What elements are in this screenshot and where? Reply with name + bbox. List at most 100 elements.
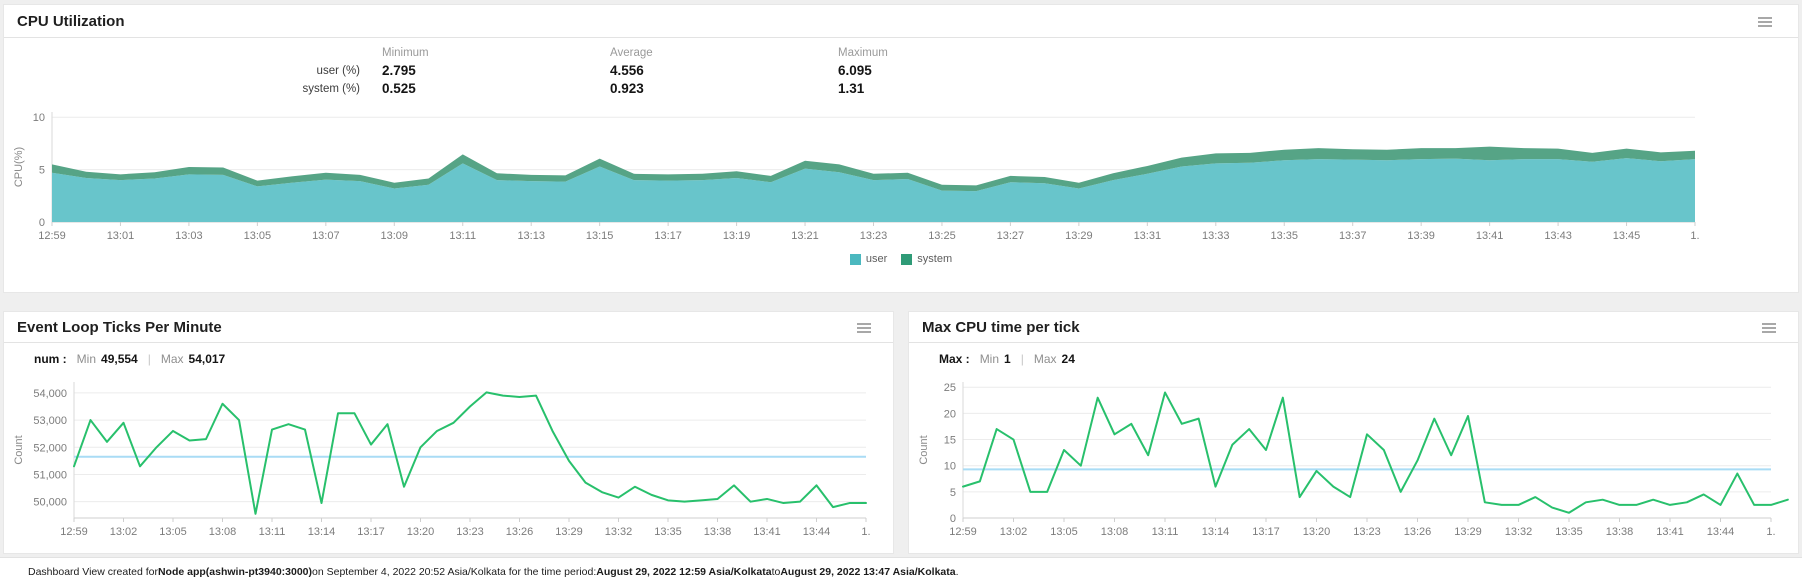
panel-cpu-utilization: CPU Utilization Minimum Average Maximum use… bbox=[3, 4, 1799, 293]
x-tick-label: 13:29 bbox=[1065, 230, 1093, 242]
event-loop-panel-title: Event Loop Ticks Per Minute bbox=[17, 319, 222, 336]
x-tick-label: 13:05 bbox=[159, 526, 187, 538]
footer-segment: on September 4, 2022 20:52 Asia/Kolkata … bbox=[312, 566, 597, 578]
cpu-utilization-chart[interactable]: 0 5 10 12:59 13:01 13:03 13:05 13:07 13:09 13:11 1… bbox=[10, 100, 1790, 252]
y-axis-title: CPU(%) bbox=[13, 147, 25, 187]
stats-column-header: Maximum bbox=[838, 47, 888, 59]
line-series-num bbox=[73, 391, 867, 515]
footer-note: Dashboard View created for Node app(ashw… bbox=[0, 557, 1802, 586]
stats-column-header: Minimum bbox=[382, 47, 429, 59]
x-tick-label: 13:08 bbox=[209, 526, 237, 538]
x-tick-label: 13:07 bbox=[312, 230, 340, 242]
stats-row-label: system (%) bbox=[302, 83, 361, 95]
stats-row-label: user (%) bbox=[316, 65, 360, 77]
y-tick-label: 52,000 bbox=[33, 442, 67, 454]
x-tick-label: 1. bbox=[1766, 526, 1775, 538]
x-tick-label: 13:27 bbox=[997, 230, 1025, 242]
y-tick-label: 25 bbox=[944, 382, 956, 394]
y-tick-label: 15 bbox=[944, 435, 956, 447]
x-tick-label: 13:32 bbox=[1505, 526, 1533, 538]
y-tick-label: 5 bbox=[950, 487, 956, 499]
x-tick-label: 13:23 bbox=[1353, 526, 1381, 538]
y-tick-label: 10 bbox=[944, 461, 956, 473]
stats-max-label: Max bbox=[1033, 352, 1057, 366]
x-tick-label: 13:31 bbox=[1134, 230, 1162, 242]
stats-min-value: 49,554 bbox=[101, 352, 138, 366]
y-axis-title: Count bbox=[918, 435, 930, 464]
stats-min-value: 1 bbox=[1004, 352, 1011, 366]
x-tick-label: 13:23 bbox=[456, 526, 484, 538]
y-axis-title: Count bbox=[13, 435, 25, 464]
x-tick-label: 13:26 bbox=[506, 526, 534, 538]
x-tick-label: 13:23 bbox=[860, 230, 888, 242]
legend-swatch-icon bbox=[849, 253, 861, 265]
x-tick-label: 13:29 bbox=[1454, 526, 1482, 538]
x-tick-label: 13:17 bbox=[357, 526, 385, 538]
x-tick-label: 13:05 bbox=[244, 230, 272, 242]
x-tick-label: 13:15 bbox=[586, 230, 614, 242]
x-tick-label: 13:41 bbox=[1656, 526, 1684, 538]
x-tick-label: 13:26 bbox=[1404, 526, 1432, 538]
x-tick-label: 13:14 bbox=[308, 526, 336, 538]
stats-max-label: Max bbox=[160, 352, 184, 366]
stats-min-label: Min bbox=[76, 352, 97, 366]
x-tick-label: 13:01 bbox=[107, 230, 135, 242]
x-tick-label: 13:11 bbox=[259, 526, 286, 538]
y-tick-label: 53,000 bbox=[33, 415, 67, 427]
x-tick-label: 13:41 bbox=[753, 526, 781, 538]
footer-segment: Node app(ashwin-pt3940:3000) bbox=[157, 566, 313, 578]
hamburger-menu-icon[interactable] bbox=[855, 321, 873, 335]
panel-event-loop-ticks: Event Loop Ticks Per Minute num : Min 49… bbox=[3, 311, 894, 554]
x-tick-label: 13:44 bbox=[1707, 526, 1735, 538]
x-tick-label: 13:25 bbox=[928, 230, 956, 242]
max-cpu-panel-header: Max CPU time per tick bbox=[909, 312, 1798, 343]
x-tick-label: 13:13 bbox=[517, 230, 545, 242]
x-tick-label: 13:37 bbox=[1339, 230, 1367, 242]
bottom-panels-row: Event Loop Ticks Per Minute num : Min 49… bbox=[3, 311, 1799, 554]
stats-corner-cell bbox=[262, 45, 382, 62]
y-tick-label: 54,000 bbox=[33, 388, 67, 400]
x-tick-label: 1. bbox=[861, 526, 870, 538]
x-tick-label: 13:14 bbox=[1202, 526, 1230, 538]
cpu-panel-title: CPU Utilization bbox=[17, 13, 125, 30]
cpu-stats-table: Minimum Average Maximum user (%) 2.795 4.556 6… bbox=[262, 45, 1798, 98]
stats-value: 0.525 bbox=[382, 81, 416, 96]
x-tick-label: 13:38 bbox=[704, 526, 732, 538]
legend-item-system[interactable]: system bbox=[901, 253, 952, 265]
hamburger-menu-icon[interactable] bbox=[1756, 15, 1774, 29]
stats-max-value: 54,017 bbox=[188, 352, 226, 366]
y-tick-label: 0 bbox=[950, 513, 956, 525]
x-tick-label: 13:09 bbox=[381, 230, 409, 242]
panel-max-cpu-time: Max CPU time per tick Max : Min 1 | Max … bbox=[908, 311, 1799, 554]
hamburger-menu-icon[interactable] bbox=[1760, 321, 1778, 335]
footer-segment: . bbox=[955, 566, 959, 578]
x-tick-label: 13:43 bbox=[1544, 230, 1572, 242]
x-tick-label: 13:41 bbox=[1476, 230, 1504, 242]
line-series-Max bbox=[962, 391, 1789, 514]
y-tick-label: 0 bbox=[39, 217, 45, 229]
area-series-user bbox=[52, 158, 1695, 222]
max-cpu-panel-title: Max CPU time per tick bbox=[922, 319, 1080, 336]
x-tick-label: 13:21 bbox=[791, 230, 819, 242]
x-tick-label: 13:17 bbox=[654, 230, 682, 242]
cpu-panel-header: CPU Utilization bbox=[4, 5, 1798, 38]
x-tick-label: 13:29 bbox=[555, 526, 583, 538]
footer-segment: August 29, 2022 12:59 Asia/Kolkata bbox=[596, 566, 772, 578]
footer-segment: to bbox=[771, 566, 781, 578]
x-tick-label: 12:59 bbox=[38, 230, 66, 242]
legend-label: user bbox=[865, 253, 888, 265]
legend-item-user[interactable]: user bbox=[849, 253, 888, 265]
x-tick-label: 13:35 bbox=[654, 526, 682, 538]
x-tick-label: 13:20 bbox=[407, 526, 435, 538]
stats-value: 1.31 bbox=[838, 81, 865, 96]
y-tick-label: 10 bbox=[33, 112, 45, 124]
cpu-chart-legend: user system bbox=[4, 253, 1798, 265]
stats-value: 6.095 bbox=[838, 63, 872, 78]
stats-min-label: Min bbox=[979, 352, 1000, 366]
stats-metric-label: Max : bbox=[939, 352, 970, 366]
max-cpu-time-chart[interactable]: 0 5 10 15 20 25 12:59 13:02 13:05 13:08 13:11 13:14… bbox=[915, 370, 1789, 548]
x-tick-label: 13:32 bbox=[605, 526, 633, 538]
x-tick-label: 13:11 bbox=[1152, 526, 1179, 538]
event-loop-ticks-chart[interactable]: 50,000 51,000 52,000 53,000 54,000 12:59 13:02… bbox=[10, 370, 884, 548]
x-tick-label: 13:17 bbox=[1252, 526, 1280, 538]
